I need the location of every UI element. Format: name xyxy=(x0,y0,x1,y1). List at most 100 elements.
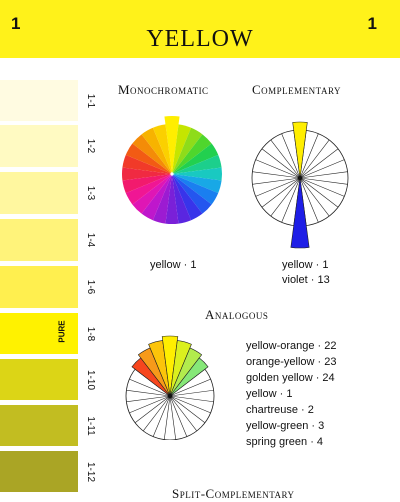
hue-segment xyxy=(132,174,172,214)
complementary-caption-1: yellow · 1 xyxy=(282,259,329,271)
wheel-spoke xyxy=(126,395,171,403)
complementary-caption-2: violet · 13 xyxy=(282,274,330,286)
hue-segment xyxy=(125,174,172,205)
wheel-spoke xyxy=(169,395,211,414)
wheel-spoke xyxy=(299,177,348,185)
tint-swatch xyxy=(0,219,78,261)
wheel-spoke xyxy=(299,177,319,223)
wheel-spoke xyxy=(261,177,301,208)
wheel-spoke xyxy=(299,177,339,208)
tint-label: 1-6 xyxy=(85,279,96,295)
wheel-center xyxy=(297,175,303,181)
analogous-item: yellow-orange · 22 xyxy=(246,340,337,352)
wheel-spoke xyxy=(252,171,301,179)
wheel-spoke xyxy=(281,177,301,223)
hue-segment xyxy=(122,174,172,194)
tint-swatch xyxy=(0,172,78,214)
monochromatic-title: Monochromatic xyxy=(118,82,209,97)
hue-segment xyxy=(172,174,219,205)
tint-label: 1-8 xyxy=(85,326,96,341)
wheel-spoke xyxy=(129,378,171,397)
tint-label: 1-4 xyxy=(85,232,96,248)
complementary-wheel xyxy=(251,121,349,249)
wheel-spoke xyxy=(129,395,171,414)
wheel-spoke xyxy=(270,177,301,217)
hue-segment xyxy=(172,167,222,181)
wheel-spoke xyxy=(169,395,198,432)
wheel-spoke xyxy=(255,159,301,179)
wheel-center xyxy=(167,393,173,399)
tint-strip: 1-1 1-2 1-3 1-4 1-6 1-8 1-10 1-11 1-12 PURE xyxy=(0,80,110,500)
hue-segment xyxy=(152,174,172,224)
color-number-left: 1 xyxy=(11,14,21,33)
wheel-spoke xyxy=(134,395,171,424)
hue-segment xyxy=(164,116,180,174)
page-title: YELLOW xyxy=(146,26,254,52)
wheel-spoke xyxy=(299,159,345,179)
hue-segment xyxy=(172,174,192,224)
analogous-item: yellow-green · 3 xyxy=(246,420,325,432)
monochromatic-caption: yellow · 1 xyxy=(150,259,197,271)
analogous-list: yellow-orange · 22 orange-yellow · 23 gold… xyxy=(246,338,337,450)
wheel-spoke xyxy=(163,395,171,440)
wheel-spoke xyxy=(299,148,339,179)
wheel-spoke xyxy=(270,139,301,179)
analogous-wheel xyxy=(125,335,215,440)
wheel-spoke xyxy=(299,133,319,179)
tint-label: 1-12 xyxy=(85,461,96,482)
wheel-spoke xyxy=(169,395,214,403)
tint-swatch xyxy=(0,313,78,354)
hue-segment xyxy=(172,174,212,214)
analogous-segment xyxy=(161,335,179,397)
analogous-item: golden yellow · 24 xyxy=(246,372,335,384)
violet-segment xyxy=(290,177,310,249)
hue-segment xyxy=(141,174,172,221)
hue-segment xyxy=(125,143,172,174)
monochromatic-wheel xyxy=(122,116,222,224)
hue-segment xyxy=(132,134,172,174)
hue-segment xyxy=(152,124,172,174)
tint-swatch xyxy=(0,266,78,308)
analogous-segment xyxy=(169,347,203,397)
hue-segment xyxy=(172,143,219,174)
hue-segment xyxy=(172,174,203,221)
wheel-spoke xyxy=(252,177,301,185)
analogous-item: chartreuse · 2 xyxy=(246,404,314,416)
analogous-title: Analogous xyxy=(205,307,269,322)
hue-segment xyxy=(172,174,222,194)
tint-label: 1-3 xyxy=(85,185,96,201)
wheel-spoke xyxy=(299,139,330,179)
tint-label: 1-11 xyxy=(85,415,96,436)
tint-label: 1-10 xyxy=(85,369,96,390)
analogous-item: spring green · 4 xyxy=(246,436,324,448)
tint-swatch xyxy=(0,80,78,121)
hue-segment xyxy=(141,127,172,174)
tint-swatch xyxy=(0,359,78,400)
wheel-spoke xyxy=(169,395,177,440)
analogous-segment xyxy=(169,357,209,397)
complementary-title: Complementary xyxy=(252,82,341,97)
wheel-spoke xyxy=(169,395,206,424)
hue-segment xyxy=(122,167,172,181)
wheel-center xyxy=(170,172,174,176)
tint-swatch xyxy=(0,125,78,167)
hue-segment xyxy=(172,124,192,174)
hue-segment xyxy=(165,174,179,224)
analogous-segment xyxy=(169,340,192,397)
split-complementary-title: Split-Complementary xyxy=(172,486,295,501)
wheel-spoke xyxy=(299,177,330,217)
yellow-segment xyxy=(292,121,308,179)
wheel-spoke xyxy=(299,171,348,179)
wheel-spoke xyxy=(255,177,301,197)
analogous-item: orange-yellow · 23 xyxy=(246,356,337,368)
wheel-spoke xyxy=(169,378,211,397)
header-bar: 1 YELLOW 1 xyxy=(0,0,400,58)
wheel-spoke xyxy=(169,389,214,397)
wheel-spoke xyxy=(299,177,345,197)
tint-swatch xyxy=(0,451,78,492)
color-number-right: 1 xyxy=(367,14,377,33)
tint-swatch xyxy=(0,405,78,446)
tint-label: 1-1 xyxy=(85,93,96,108)
wheel-spoke xyxy=(142,395,171,432)
wheel-spoke xyxy=(261,148,301,179)
